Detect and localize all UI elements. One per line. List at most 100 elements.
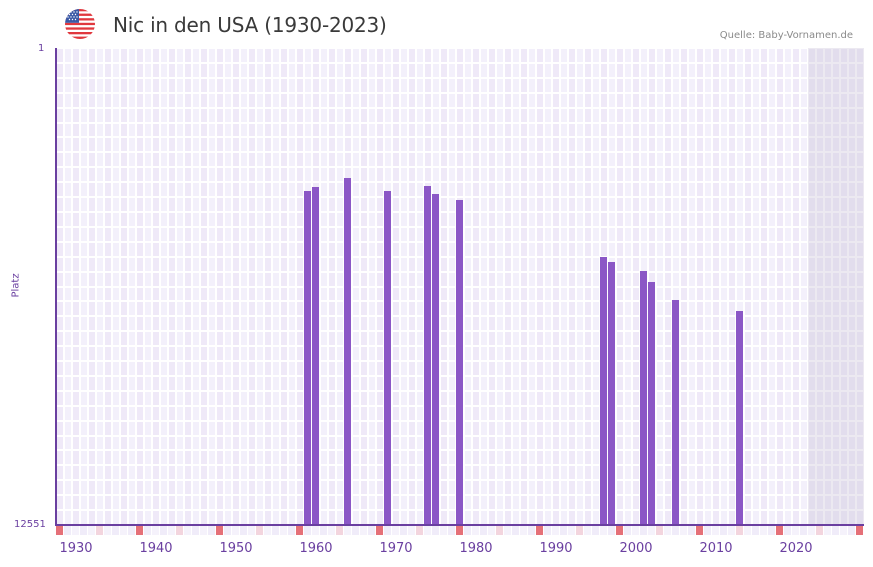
grid-column xyxy=(408,48,416,525)
grid-column xyxy=(272,48,280,525)
bar-1969[interactable] xyxy=(384,190,391,525)
bar-1997[interactable] xyxy=(608,261,615,525)
year-markers xyxy=(56,526,864,535)
year-marker xyxy=(128,526,135,535)
year-marker xyxy=(808,526,815,535)
grid-column xyxy=(688,48,696,525)
grid-column xyxy=(808,48,816,525)
bar-1959[interactable] xyxy=(304,190,311,525)
year-marker xyxy=(800,526,807,535)
year-marker xyxy=(352,526,359,535)
us-flag-icon xyxy=(65,9,95,39)
grid-column xyxy=(544,48,552,525)
year-marker xyxy=(712,526,719,535)
year-marker xyxy=(416,526,423,535)
grid-column xyxy=(352,48,360,525)
grid-column xyxy=(136,48,144,525)
grid-column xyxy=(768,48,776,525)
year-marker xyxy=(224,526,231,535)
grid-column xyxy=(112,48,120,525)
year-marker xyxy=(744,526,751,535)
grid-column xyxy=(480,48,488,525)
year-marker xyxy=(480,526,487,535)
grid-column xyxy=(368,48,376,525)
bar-1960[interactable] xyxy=(312,187,319,525)
x-tick-label: 2020 xyxy=(779,541,813,556)
bar-2013[interactable] xyxy=(736,311,743,525)
grid-column xyxy=(400,48,408,525)
grid-column xyxy=(840,48,848,525)
year-marker xyxy=(192,526,199,535)
grid-column xyxy=(216,48,224,525)
bar-2001[interactable] xyxy=(640,271,647,525)
bar-2002[interactable] xyxy=(648,282,655,525)
year-marker xyxy=(72,526,79,535)
grid-column xyxy=(616,48,624,525)
year-marker xyxy=(56,526,63,535)
bar-1964[interactable] xyxy=(344,177,351,525)
year-marker xyxy=(640,526,647,535)
year-marker xyxy=(592,526,599,535)
year-marker xyxy=(680,526,687,535)
grid-column xyxy=(168,48,176,525)
grid-column xyxy=(184,48,192,525)
x-tick-label: 1960 xyxy=(299,541,333,556)
year-marker xyxy=(176,526,183,535)
x-tick-label: 1980 xyxy=(459,541,493,556)
year-marker xyxy=(776,526,783,535)
grid-column xyxy=(192,48,200,525)
y-tick-bottom: 12551 xyxy=(14,519,46,530)
grid-column xyxy=(200,48,208,525)
year-marker xyxy=(144,526,151,535)
year-marker xyxy=(168,526,175,535)
grid-column xyxy=(632,48,640,525)
year-marker xyxy=(816,526,823,535)
year-marker xyxy=(528,526,535,535)
year-marker xyxy=(456,526,463,535)
year-marker xyxy=(384,526,391,535)
bar-1978[interactable] xyxy=(456,199,463,525)
year-marker xyxy=(624,526,631,535)
grid-column xyxy=(280,48,288,525)
bar-1974[interactable] xyxy=(424,186,431,525)
bar-2005[interactable] xyxy=(672,299,679,525)
grid-column xyxy=(792,48,800,525)
grid-column xyxy=(704,48,712,525)
year-marker xyxy=(296,526,303,535)
year-marker xyxy=(96,526,103,535)
grid-column xyxy=(264,48,272,525)
grid-column xyxy=(288,48,296,525)
x-tick-label: 2010 xyxy=(699,541,733,556)
chart-title: Nic in den USA (1930-2023) xyxy=(113,13,387,37)
grid-column xyxy=(560,48,568,525)
year-marker xyxy=(232,526,239,535)
year-marker xyxy=(472,526,479,535)
year-marker xyxy=(496,526,503,535)
year-marker xyxy=(664,526,671,535)
grid-column xyxy=(856,48,864,525)
grid-column xyxy=(440,48,448,525)
grid-column xyxy=(160,48,168,525)
year-marker xyxy=(152,526,159,535)
year-marker xyxy=(616,526,623,535)
year-marker xyxy=(784,526,791,535)
year-marker xyxy=(736,526,743,535)
year-marker xyxy=(328,526,335,535)
grid-column xyxy=(176,48,184,525)
grid-column xyxy=(392,48,400,525)
year-marker xyxy=(848,526,855,535)
grid-column xyxy=(752,48,760,525)
year-marker xyxy=(440,526,447,535)
bar-1996[interactable] xyxy=(600,256,607,525)
grid-column xyxy=(744,48,752,525)
year-marker xyxy=(568,526,575,535)
y-tick-top: 1 xyxy=(38,43,45,54)
bar-1975[interactable] xyxy=(432,193,439,525)
year-marker xyxy=(304,526,311,535)
plot-area xyxy=(56,48,864,525)
grid-column xyxy=(816,48,824,525)
year-marker xyxy=(256,526,263,535)
year-marker xyxy=(728,526,735,535)
year-marker xyxy=(280,526,287,535)
grid-column xyxy=(96,48,104,525)
